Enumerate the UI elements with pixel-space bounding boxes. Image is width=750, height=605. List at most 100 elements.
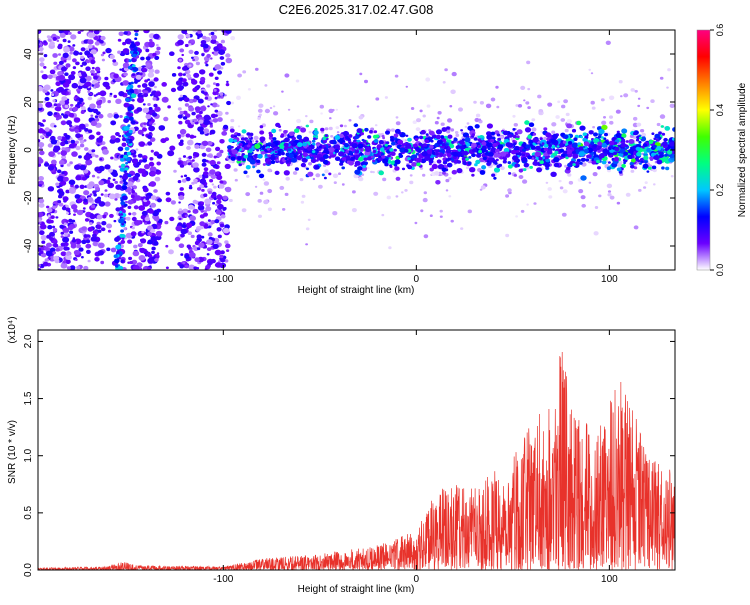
- spectrogram-dot: [318, 145, 322, 148]
- spectrogram-dot: [80, 106, 86, 111]
- spectrogram-dot: [464, 125, 468, 128]
- spectrogram-dot: [484, 151, 490, 156]
- spectrogram-dot: [630, 164, 635, 169]
- spectrogram-dot: [667, 68, 671, 72]
- spectrogram-dot: [167, 105, 171, 109]
- spectrogram-dot: [188, 43, 192, 46]
- spectrogram-dot: [90, 120, 98, 127]
- spectrogram-dot: [44, 162, 50, 167]
- spectrogram-dot: [75, 175, 82, 181]
- spectrogram-dot: [312, 137, 317, 140]
- spectrogram-dot: [529, 165, 533, 169]
- colorbar-tick-label: 0.0: [715, 264, 725, 277]
- spectrogram-x-ticks: -100 0 100: [213, 30, 618, 285]
- spectrogram-dot: [191, 159, 195, 162]
- spectrogram-dot: [590, 100, 595, 105]
- spectrogram-dot: [522, 168, 527, 172]
- spectrogram-dot: [118, 218, 125, 224]
- spectrogram-dot: [96, 73, 100, 76]
- spectrogram-dot: [447, 118, 453, 123]
- spectrogram-dot: [395, 176, 401, 181]
- spectrogram-dot: [276, 146, 280, 150]
- spectrogram-dot: [203, 119, 210, 126]
- spectrogram-dot: [580, 175, 587, 181]
- spectrogram-dot: [353, 123, 359, 128]
- spectrogram-dot: [184, 264, 189, 269]
- spectrogram-dot: [621, 163, 626, 168]
- spectrogram-dot: [124, 38, 132, 45]
- spectrogram-dot: [74, 164, 81, 170]
- spectrogram-dot: [130, 194, 135, 199]
- spectrogram-dot: [539, 160, 544, 165]
- spectrogram-dot: [84, 123, 89, 127]
- spectrogram-dot: [242, 158, 246, 162]
- spectrogram-dot: [121, 222, 125, 226]
- spectrogram-dot: [448, 177, 452, 180]
- spectrogram-dot: [141, 133, 145, 137]
- spectrogram-dot: [224, 94, 227, 97]
- spectrogram-dot: [454, 131, 459, 134]
- spectrogram-dot: [236, 95, 241, 101]
- spectrogram-dot: [423, 234, 429, 239]
- spectrogram-dot: [194, 144, 200, 149]
- spectrogram-dot: [64, 72, 69, 76]
- spectrogram-dot: [139, 72, 143, 76]
- spectrogram-dot: [188, 186, 193, 190]
- spectrogram-dot: [245, 192, 251, 197]
- spectrogram-dot: [226, 100, 232, 106]
- spectrogram-dot: [99, 158, 103, 161]
- spectrogram-dot: [180, 175, 184, 178]
- spectrogram-dot: [117, 146, 124, 152]
- spectrogram-dot: [210, 34, 218, 40]
- spectrogram-dot: [566, 123, 573, 129]
- spectrogram-dot: [90, 236, 98, 242]
- spectrogram-dot: [152, 52, 157, 57]
- spectrogram-dot: [131, 99, 135, 102]
- spectrogram-dot: [228, 138, 234, 143]
- spectrogram-dot: [87, 44, 93, 49]
- spectrogram-dot: [291, 142, 297, 147]
- spectrogram-dot: [360, 132, 365, 136]
- spectrogram-dot: [118, 31, 124, 37]
- spectrogram-dot: [338, 133, 344, 139]
- spectrogram-dot: [142, 158, 148, 163]
- spectrogram-dot: [274, 150, 278, 154]
- spectrogram-dot: [114, 180, 118, 184]
- spectrogram-dot: [69, 51, 73, 55]
- spectrogram-dot: [214, 64, 222, 70]
- spectrogram-dot: [319, 157, 325, 162]
- spectrogram-dot: [208, 190, 212, 195]
- spectrogram-dot: [38, 211, 44, 218]
- spectrogram-dot: [425, 133, 429, 136]
- spectrogram-dot: [84, 147, 89, 151]
- spectrogram-dot: [64, 104, 69, 108]
- spectrogram-dot: [661, 166, 665, 170]
- spectrogram-dot: [434, 152, 439, 156]
- spectrogram-dot: [182, 208, 189, 214]
- spectrogram-dot: [114, 237, 120, 242]
- spectrogram-dot: [82, 210, 86, 213]
- spectrogram-dot: [153, 77, 159, 82]
- spectrogram-dot: [288, 153, 295, 159]
- spectrogram-dot: [588, 130, 594, 135]
- spectrogram-dot: [95, 154, 99, 158]
- spectrogram-dot: [218, 260, 221, 263]
- spectrogram-dot: [58, 60, 64, 65]
- spectrogram-dot: [416, 118, 421, 123]
- spectrogram-dot: [242, 70, 247, 74]
- spectrogram-dot: [119, 115, 123, 118]
- spectrogram-dot: [344, 135, 350, 140]
- spectrogram-dot: [131, 93, 137, 98]
- spectrogram-dot: [609, 115, 613, 119]
- spectrogram-dot: [219, 254, 224, 259]
- spectrogram-dot: [297, 142, 303, 148]
- spectrogram-dot: [631, 158, 636, 163]
- spectrogram-dot: [84, 218, 90, 222]
- spectrogram-dot: [114, 198, 118, 201]
- spectrogram-dot: [147, 78, 151, 81]
- spectrogram-dot: [640, 129, 645, 133]
- spectrogram-dot: [121, 185, 128, 191]
- spectrogram-dot: [316, 143, 321, 147]
- spectrogram-dot: [130, 81, 134, 85]
